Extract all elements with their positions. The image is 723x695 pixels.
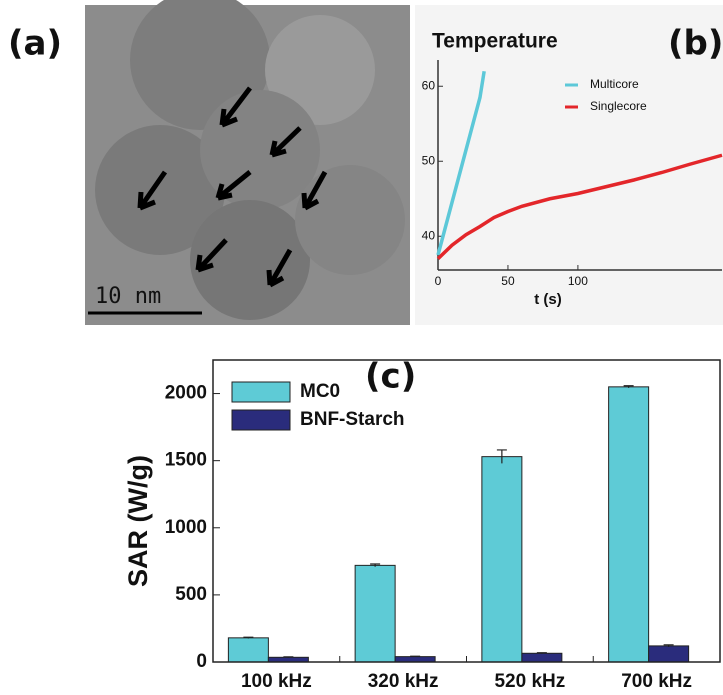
chart-title: Temperature — [432, 30, 558, 53]
x-tick-label: 320 kHz — [368, 671, 439, 692]
scale-bar-label: 10 nm — [95, 284, 161, 309]
legend-swatch — [232, 410, 290, 430]
bar — [522, 653, 562, 662]
panel-label: (a) — [8, 24, 62, 64]
y-tick-label: 50 — [422, 153, 436, 167]
bar — [609, 387, 649, 662]
y-tick-label: 60 — [422, 78, 436, 92]
x-tick-label: 50 — [501, 274, 515, 288]
bar — [395, 657, 435, 662]
legend-swatch — [232, 382, 290, 402]
y-tick-label: 1000 — [165, 517, 207, 538]
x-tick-label: 100 — [568, 274, 588, 288]
x-axis-label: t (s) — [534, 291, 562, 308]
y-tick-label: 500 — [175, 584, 207, 605]
micrograph: 10 nm — [85, 0, 410, 325]
y-tick-label: 2000 — [165, 383, 207, 404]
particle — [295, 165, 405, 275]
y-tick-label: 1500 — [165, 450, 207, 471]
bar — [355, 565, 395, 662]
panel-label: (c) — [365, 357, 416, 397]
legend-label: Multicore — [590, 77, 639, 91]
bar — [482, 457, 522, 662]
legend-label: BNF-Starch — [300, 409, 405, 430]
panel-label: (b) — [668, 24, 723, 64]
x-tick-label: 100 kHz — [241, 671, 312, 692]
x-tick-label: 520 kHz — [494, 671, 565, 692]
legend-label: MC0 — [300, 381, 340, 402]
bar — [228, 638, 268, 662]
x-tick-label: 700 kHz — [621, 671, 692, 692]
legend-label: Singlecore — [590, 99, 647, 113]
x-tick-label: 0 — [435, 274, 442, 288]
figure: 10 nm (a) (b) (c) Temperature 0 50 100 40 50 6… — [0, 0, 723, 695]
bar — [649, 646, 689, 662]
y-tick-label: 40 — [422, 228, 436, 242]
y-axis-label: SAR (W/g) — [123, 455, 153, 587]
y-tick-label: 0 — [196, 651, 207, 672]
